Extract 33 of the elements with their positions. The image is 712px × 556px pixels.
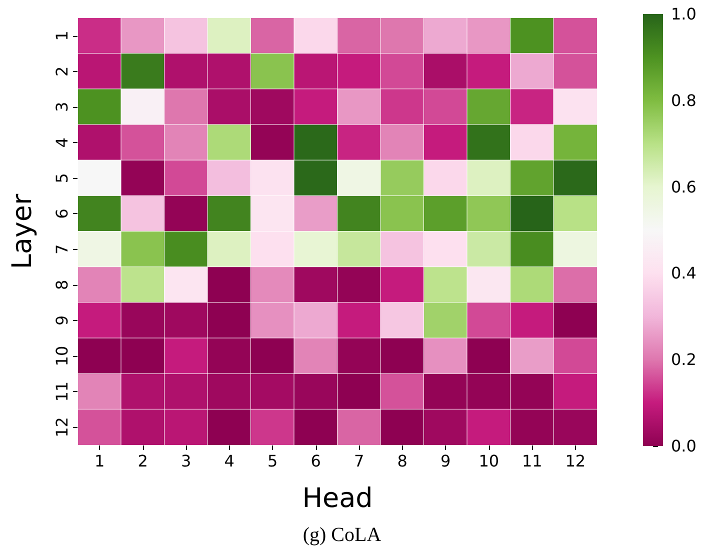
x-axis-title: Head xyxy=(302,483,373,514)
color-bar-label: 0.8 xyxy=(671,90,696,110)
x-tick-label: 12 xyxy=(565,452,586,470)
y-tick-label: 8 xyxy=(52,280,72,290)
color-bar-label: 0.2 xyxy=(671,350,696,370)
y-tick-label: 3 xyxy=(52,102,72,112)
y-tick-label: 11 xyxy=(52,381,72,402)
y-tick-label: 5 xyxy=(52,173,72,184)
y-tick-label: 1 xyxy=(52,30,72,41)
x-tick-label: 3 xyxy=(181,452,192,470)
y-tick-label: 2 xyxy=(52,66,72,76)
color-bar-label: 0.4 xyxy=(671,264,696,283)
x-tick-label: 2 xyxy=(138,452,148,470)
x-tick-label: 1 xyxy=(94,452,105,470)
x-tick-label: 8 xyxy=(397,452,408,470)
y-tick-label: 12 xyxy=(52,417,72,438)
text: (g) CoLA xyxy=(302,524,382,546)
y-tick-label: 10 xyxy=(52,346,72,366)
x-tick-label: 7 xyxy=(354,452,364,470)
x-tick-label: 10 xyxy=(478,452,500,470)
x-tick-label: 4 xyxy=(224,452,234,470)
y-tick-label: 6 xyxy=(52,208,72,219)
x-tick-label: 6 xyxy=(310,452,321,470)
y-tick-label: 7 xyxy=(52,244,72,254)
x-tick-label: 5 xyxy=(268,452,278,470)
y-axis-title: Layer xyxy=(7,192,38,270)
y-tick-label: 4 xyxy=(52,137,72,148)
x-tick-label: 11 xyxy=(522,452,542,470)
x-tick-label: 9 xyxy=(440,452,451,470)
color-bar-label: 0.6 xyxy=(671,177,696,196)
y-tick-label: 9 xyxy=(52,315,72,326)
color-bar-label: 0.0 xyxy=(671,436,696,456)
color-bar-label: 1.0 xyxy=(671,4,696,24)
